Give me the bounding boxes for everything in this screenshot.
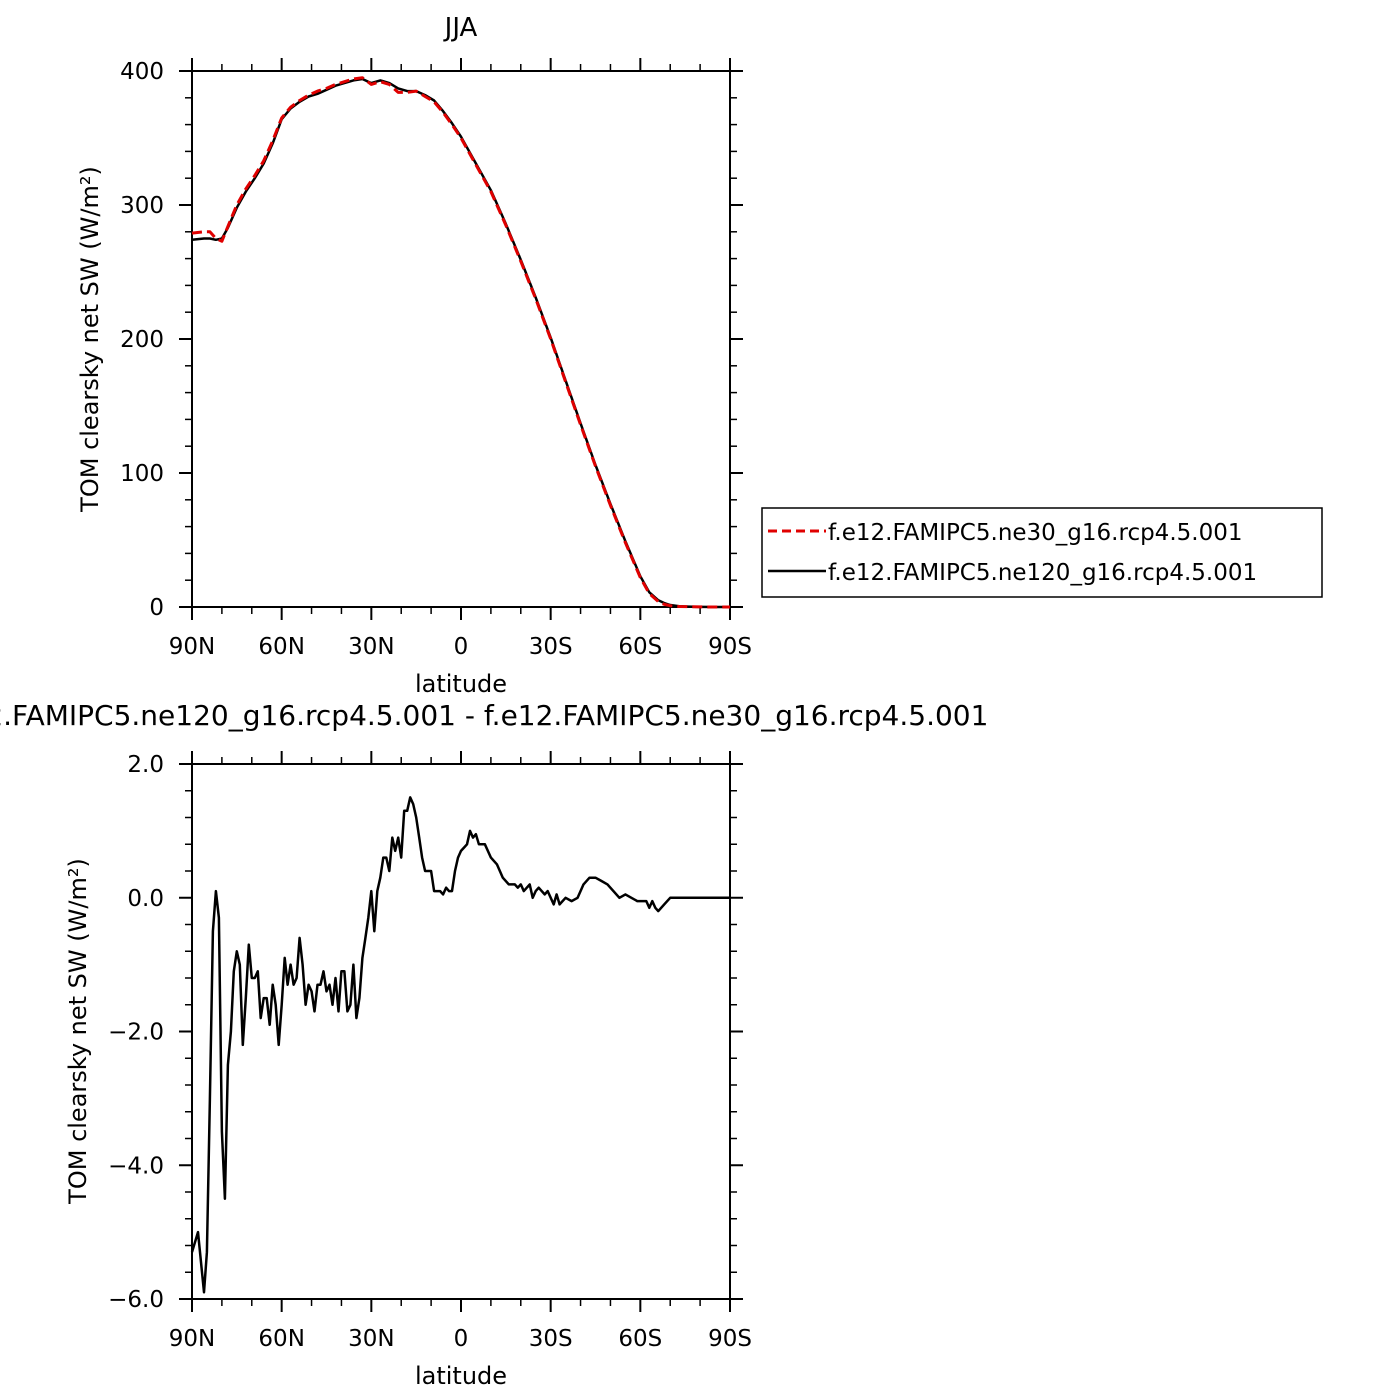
bottom-x-tick-label: 30S (529, 1326, 573, 1352)
bottom-x-tick-label: 0 (454, 1326, 469, 1352)
legend: f.e12.FAMIPC5.ne30_g16.rcp4.5.001 f.e12.… (761, 507, 1323, 598)
bottom-plot-frame (191, 763, 731, 1300)
top-x-tick-label: 60S (618, 634, 662, 660)
bottom-x-tick-label: 60N (258, 1326, 304, 1352)
bottom-x-tick-label: 90S (708, 1326, 752, 1352)
top-x-tick-label: 60N (258, 634, 304, 660)
bottom-x-tick-label: 30N (348, 1326, 394, 1352)
top-y-tick-label: 0 (149, 595, 164, 621)
legend-label-series-1: f.e12.FAMIPC5.ne30_g16.rcp4.5.001 (828, 520, 1242, 546)
top-series-group (191, 76, 730, 609)
bottom-series-line-1 (190, 796, 730, 1294)
top-axis-ticks (179, 58, 743, 620)
top-x-tick-label: 30S (529, 634, 573, 660)
legend-box (761, 507, 1323, 598)
top-y-axis-label: TOM clearsky net SW (W/m²) (76, 166, 104, 513)
top-x-tick-label: 30N (348, 634, 394, 660)
top-x-tick-label: 90S (708, 634, 752, 660)
top-y-tick-label: 400 (120, 59, 164, 85)
top-plot-frame (191, 70, 731, 608)
top-y-tick-label: 200 (120, 327, 164, 353)
top-chart-title: JJA (443, 13, 478, 43)
bottom-y-tick-label: −4.0 (108, 1153, 164, 1179)
bottom-axis-ticks (179, 751, 743, 1312)
top-x-tick-labels: 90N 60N 30N 0 30S 60S 90S (169, 634, 752, 660)
top-series-line-1 (191, 76, 730, 609)
legend-label-series-2: f.e12.FAMIPC5.ne120_g16.rcp4.5.001 (828, 560, 1257, 586)
top-y-tick-label: 300 (120, 193, 164, 219)
top-y-tick-labels: 0 100 200 300 400 (120, 59, 164, 621)
top-panel: JJA 90N 60N 30N 0 30S 60S 90S 0 100 200 300 400 la… (76, 13, 1323, 698)
top-series-line-2 (191, 77, 730, 609)
bottom-x-tick-labels: 90N 60N 30N 0 30S 60S 90S (169, 1326, 752, 1352)
bottom-y-axis-label: TOM clearsky net SW (W/m²) (64, 858, 92, 1205)
bottom-series-group (190, 796, 730, 1294)
bottom-chart-title: f.e12.FAMIPC5.ne120_g16.rcp4.5.001 - f.e… (0, 699, 988, 732)
top-x-tick-label: 90N (169, 634, 215, 660)
bottom-y-tick-label: −6.0 (108, 1287, 164, 1313)
bottom-x-axis-label: latitude (415, 1362, 507, 1390)
bottom-x-tick-label: 60S (618, 1326, 662, 1352)
bottom-y-tick-label: 2.0 (127, 752, 164, 778)
top-x-tick-label: 0 (454, 634, 469, 660)
bottom-y-tick-label: −2.0 (108, 1020, 164, 1046)
bottom-x-tick-label: 90N (169, 1326, 215, 1352)
bottom-y-tick-labels: −6.0 −4.0 −2.0 0.0 2.0 (108, 752, 164, 1313)
top-x-axis-label: latitude (415, 670, 507, 698)
bottom-panel: f.e12.FAMIPC5.ne120_g16.rcp4.5.001 - f.e… (0, 699, 988, 1390)
top-y-tick-label: 100 (120, 461, 164, 487)
bottom-y-tick-label: 0.0 (127, 886, 164, 912)
